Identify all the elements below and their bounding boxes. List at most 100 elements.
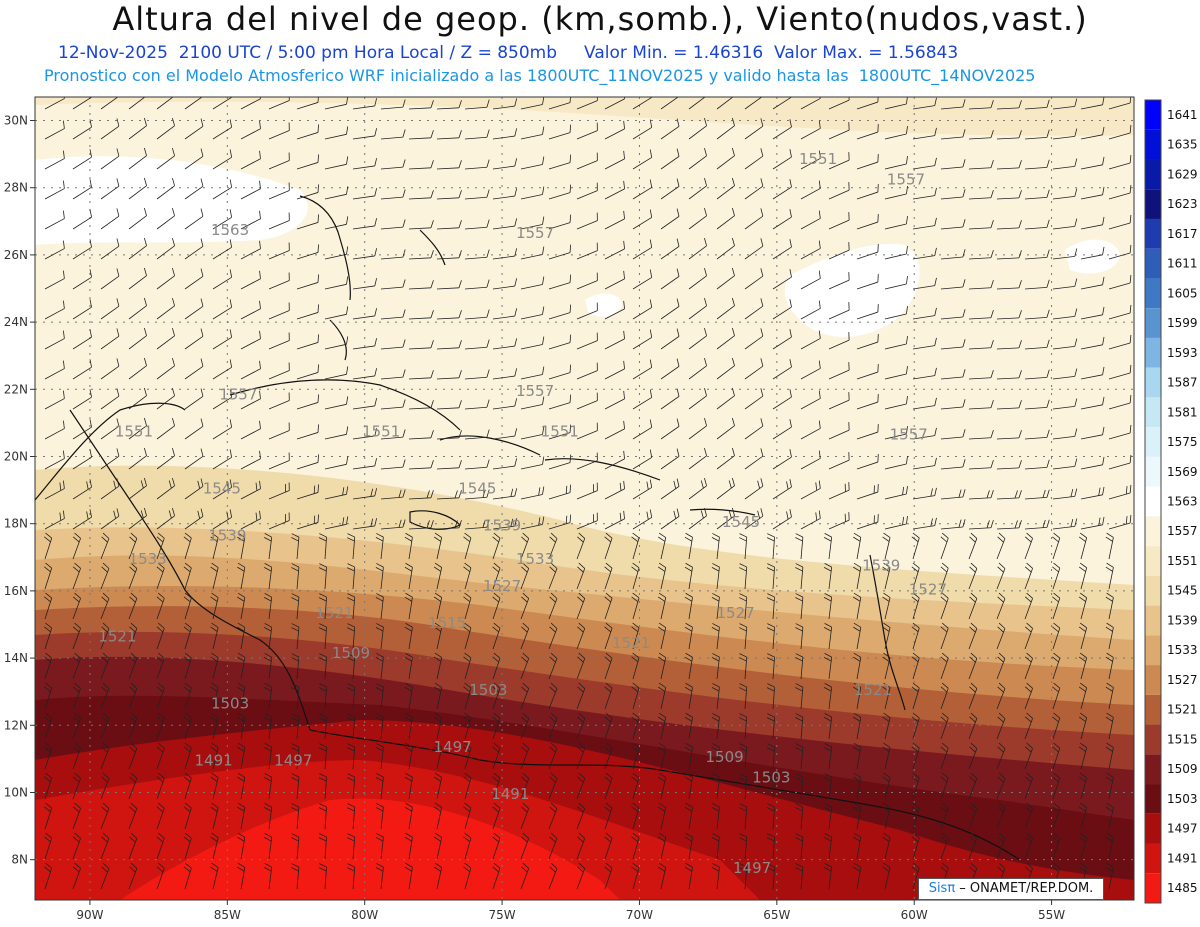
wind-barb: [268, 430, 290, 440]
wind-barb-flag: [731, 207, 735, 216]
wind-barb: [1080, 314, 1103, 320]
colorbar-label: 1545: [1167, 584, 1198, 598]
wind-barb-flag: [229, 209, 233, 218]
wind-barb-flag: [464, 652, 472, 659]
wind-barb-flag: [464, 802, 472, 809]
wind-barb-flag: [347, 687, 355, 692]
wind-barb-flag: [649, 209, 653, 218]
lat-tick-label: 14N: [4, 651, 28, 665]
wind-barb-flag: [62, 360, 65, 369]
wind-barb-flag: [172, 147, 175, 156]
wind-barb-flag: [704, 417, 707, 426]
wind-barb: [268, 460, 290, 470]
wind-barb-flag: [906, 365, 908, 375]
wind-barb-flag: [210, 806, 218, 812]
wind-barb: [828, 189, 850, 200]
wind-barb-flag: [130, 562, 138, 569]
wind-barb-flag: [463, 596, 471, 602]
wind-barb-flag: [631, 626, 639, 633]
wind-barb-flag: [604, 536, 612, 543]
wind-barb-flag: [685, 652, 693, 658]
wind-barb-flag: [62, 420, 65, 429]
wind-barb-flag: [577, 566, 584, 573]
wind-barb-flag: [853, 652, 861, 658]
wind-barb: [128, 155, 147, 170]
wind-barb-flag: [1026, 772, 1033, 779]
wind-barb-flag: [853, 772, 861, 778]
wind-barb-flag: [934, 457, 937, 466]
wind-barb-flag: [402, 189, 406, 198]
wind-barb-flag: [157, 832, 165, 839]
wind-barb: [856, 251, 879, 260]
longitude-axis: 90W 85W 80W 75W 70W 65W 60W 55W: [76, 900, 1065, 922]
wind-barb: [1024, 466, 1047, 470]
wind-barb-flag: [1129, 214, 1132, 224]
wind-barb-flag: [521, 746, 528, 753]
wind-barb: [72, 306, 92, 320]
wind-barb-flag: [102, 862, 110, 869]
wind-barb-flag: [1052, 836, 1059, 843]
wind-barb-flag: [623, 300, 625, 309]
wind-barb-flag: [317, 484, 319, 493]
wind-barb: [100, 125, 120, 140]
wind-barb-flag: [1053, 562, 1061, 569]
wind-barb-flag: [259, 270, 261, 279]
wind-barb-flag: [658, 776, 666, 782]
wind-barb-flag: [229, 359, 233, 368]
wind-barb: [268, 100, 290, 110]
wind-barb-flag: [632, 742, 640, 749]
wind-barb: [324, 193, 347, 200]
contour-label: 1527: [483, 577, 521, 595]
wind-barb-flag: [318, 567, 327, 572]
wind-barb: [716, 365, 735, 380]
wind-barb-flag: [237, 866, 245, 872]
wind-barb-flag: [906, 485, 908, 495]
wind-barb-flag: [157, 592, 165, 599]
wind-barb: [184, 305, 204, 320]
wind-barb-flag: [291, 537, 299, 542]
wind-barb-flag: [684, 716, 693, 722]
wind-barb-flag: [45, 742, 52, 749]
wind-barb-flag: [291, 597, 299, 602]
wind-barb-flag: [168, 480, 172, 489]
wind-barb-flag: [405, 772, 413, 778]
wind-barb-flag: [514, 518, 518, 527]
wind-barb-flag: [263, 836, 272, 842]
wind-barb-flag: [45, 652, 52, 659]
wind-barb-flag: [376, 533, 384, 538]
wind-barb-flag: [623, 180, 625, 189]
wind-barb: [996, 467, 1019, 470]
wind-barb-flag: [704, 117, 707, 126]
wind-barb-flag: [229, 479, 233, 488]
wind-barb-flag: [998, 862, 1006, 869]
wind-barb-flag: [259, 150, 261, 159]
wind-barb: [212, 246, 232, 260]
wind-barb-flag: [542, 426, 545, 435]
wind-barb: [184, 125, 204, 140]
colorbar-swatch: [1145, 427, 1161, 457]
plot-frame: [34, 96, 1135, 901]
wind-barb-flag: [200, 358, 204, 367]
wind-barb-flag: [374, 158, 378, 167]
wind-barb-flag: [1106, 682, 1114, 688]
wind-barb-flag: [941, 592, 949, 599]
wind-barb-flag: [739, 567, 747, 572]
wind-barb-flag: [934, 217, 937, 226]
wind-barb-flag: [757, 510, 761, 519]
contour-label: 1509: [332, 644, 370, 662]
wind-barb: [1108, 402, 1131, 410]
wind-barb: [296, 342, 319, 350]
wind-barb-flag: [789, 179, 792, 188]
wind-barb-flag: [970, 832, 978, 839]
wind-barb-flag: [632, 682, 640, 689]
wind-barb-flag: [542, 276, 545, 285]
wind-barb-flag: [969, 836, 976, 843]
wind-barb-flag: [786, 481, 789, 490]
wind-barb-flag: [404, 866, 413, 872]
wind-barb: [492, 135, 515, 140]
wind-barb: [688, 185, 707, 200]
wind-barb-flag: [74, 712, 81, 719]
wind-barb: [1052, 195, 1075, 200]
wind-barb: [968, 377, 991, 380]
wind-barb-flag: [430, 490, 434, 498]
